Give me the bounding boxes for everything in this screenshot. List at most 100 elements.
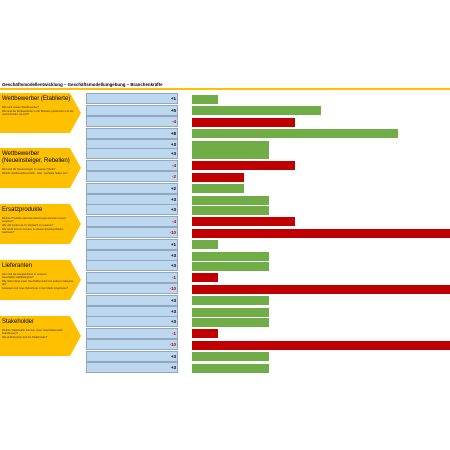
value-label: -1 <box>171 274 176 280</box>
guiding-question: Wie sind die Wettbewerber in der Branche… <box>2 110 74 116</box>
rating-input-cell[interactable] <box>86 104 178 116</box>
bar <box>192 251 270 261</box>
bar <box>192 273 218 283</box>
guiding-question: Wie einflussreich sind die Stakeholder? <box>2 336 48 339</box>
rating-input-cell[interactable] <box>86 238 178 250</box>
rating-input-cell[interactable] <box>86 215 178 227</box>
bar <box>192 329 218 339</box>
rating-input-cell[interactable] <box>86 159 178 171</box>
value-label: -10 <box>169 342 176 348</box>
section-3: Lieferanten Wer sind die Hauptanbieter in… <box>0 260 450 318</box>
value-label: +3 <box>170 365 176 371</box>
guiding-question: Welche Produkte oder Dienstleistungen kö… <box>2 217 67 223</box>
rating-input-cell[interactable] <box>86 350 178 362</box>
guiding-question: Wie stark hängt unser Geschäftsmodell vo… <box>2 280 74 286</box>
value-label: +1 <box>170 96 176 101</box>
section-0: Wettbewerber (Etablierte) Wer sind unsere… <box>0 93 450 151</box>
rating-input-cell[interactable] <box>86 283 178 295</box>
bar <box>192 352 270 362</box>
bar <box>192 172 244 182</box>
value-label: +3 <box>170 197 176 203</box>
page-title: Geschäftsmodellentwicklung – Geschäftsmo… <box>2 82 163 87</box>
section-arrow <box>0 148 81 188</box>
rating-input-cell[interactable] <box>86 204 178 215</box>
bar <box>192 195 270 205</box>
value-label: +2 <box>170 185 176 191</box>
section-title: Wettbewerber (Neueinsteiger, Rebellen) <box>2 151 70 164</box>
value-label: +8 <box>170 130 176 136</box>
bar <box>192 140 270 150</box>
rating-input-cell[interactable] <box>86 339 178 351</box>
guiding-question: Wie viel kosten sie im Vergleich zu unse… <box>2 224 54 227</box>
bar <box>192 205 270 215</box>
value-label: +3 <box>170 353 176 359</box>
bar <box>192 284 450 294</box>
value-label: +3 <box>170 253 176 259</box>
section-arrow <box>0 260 81 300</box>
bar <box>192 149 270 159</box>
rating-input-cell[interactable] <box>86 148 178 159</box>
bar <box>192 129 399 139</box>
guiding-question: Wer sind die Neueinsteiger in unserem Ma… <box>2 168 56 171</box>
value-label: +3 <box>170 207 176 212</box>
value-label: +5 <box>170 107 176 113</box>
section-title: Ersatzprodukte <box>2 207 43 213</box>
section-arrow <box>0 93 81 133</box>
bar <box>192 184 244 194</box>
value-label: -2 <box>171 174 176 180</box>
value-label: -4 <box>171 218 176 224</box>
rating-input-cell[interactable] <box>86 294 178 306</box>
value-label: +3 <box>170 142 176 148</box>
title-accent-rule <box>0 88 450 90</box>
rating-input-cell[interactable] <box>86 171 178 183</box>
section-title: Stakeholder <box>2 319 35 325</box>
rating-input-cell[interactable] <box>86 116 178 128</box>
rating-input-cell[interactable] <box>86 93 178 104</box>
section-arrow <box>0 204 81 244</box>
value-label: +1 <box>170 241 176 247</box>
section-2: Ersatzprodukte Welche Produkte oder Diens… <box>0 204 450 262</box>
value-label: +3 <box>170 319 176 324</box>
section-1: Wettbewerber (Neueinsteiger, Rebellen) We… <box>0 148 450 206</box>
value-label: -10 <box>169 286 176 292</box>
rating-input-cell[interactable] <box>86 227 178 239</box>
rating-input-cell[interactable] <box>86 327 178 339</box>
section-4: Stakeholder Welche Stakeholder könnten un… <box>0 316 450 374</box>
value-label: -10 <box>169 230 176 236</box>
bar <box>192 307 270 317</box>
value-label: +3 <box>170 263 176 268</box>
guiding-question: Welche Wettbewerbsvorteile - oder -nacht… <box>2 172 68 175</box>
rating-input-cell[interactable] <box>86 362 178 374</box>
rating-input-cell[interactable] <box>86 260 178 271</box>
bar <box>192 217 296 227</box>
section-arrow <box>0 316 81 356</box>
guiding-question: Wer sind unsere Wettbewerber? <box>2 106 40 109</box>
bar <box>192 161 296 171</box>
guiding-question: Welche Stakeholder könnten unser Geschäf… <box>2 329 63 335</box>
value-label: +3 <box>170 309 176 315</box>
rating-input-cell[interactable] <box>86 271 178 283</box>
rating-input-cell[interactable] <box>86 316 178 327</box>
bar <box>192 106 321 116</box>
rating-input-cell[interactable] <box>86 127 178 139</box>
bar <box>192 117 296 127</box>
bar <box>192 240 218 250</box>
value-label: -4 <box>171 119 176 125</box>
guiding-question: Inwieweit sind neue Teilnehmer in den Ma… <box>2 287 69 290</box>
bar <box>192 296 270 306</box>
bar <box>192 94 218 104</box>
section-title: Lieferanten <box>2 263 33 269</box>
rating-input-cell[interactable] <box>86 182 178 194</box>
section-title: Wettbewerber (Etablierte) <box>2 96 71 102</box>
bar <box>192 340 450 350</box>
value-label: +3 <box>170 151 176 156</box>
bar <box>192 317 270 327</box>
bar <box>192 228 450 238</box>
guiding-question: Wer sind die Hauptanbieter in unserem Ge… <box>2 273 47 279</box>
bar <box>192 261 270 271</box>
guiding-question: Wie leicht können Kunden zu diesen Ersat… <box>2 228 64 234</box>
value-label: +3 <box>170 297 176 303</box>
value-label: -4 <box>171 162 176 168</box>
bar <box>192 363 270 373</box>
